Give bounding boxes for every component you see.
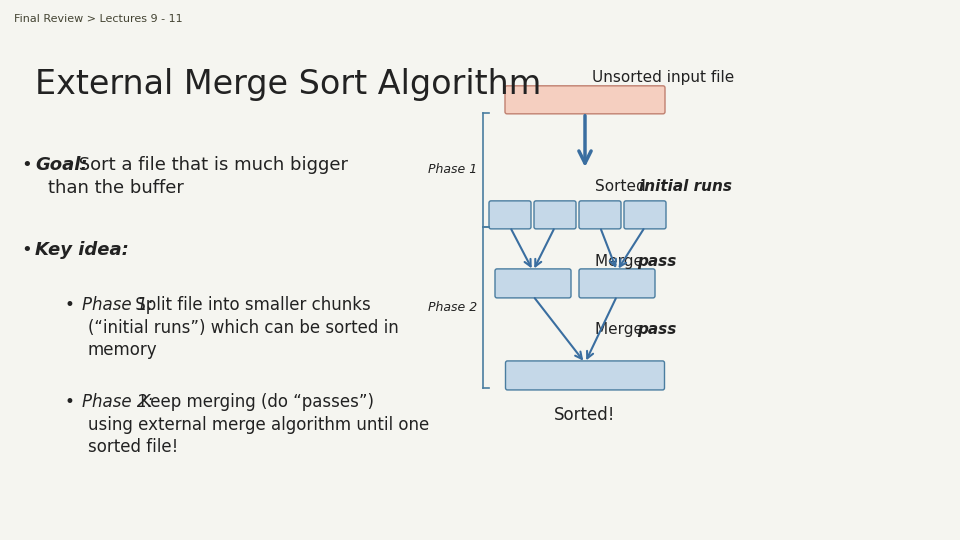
Text: initial runs: initial runs — [639, 179, 732, 194]
Text: •: • — [22, 241, 38, 259]
FancyBboxPatch shape — [624, 201, 666, 229]
Text: pass: pass — [637, 254, 677, 269]
FancyBboxPatch shape — [489, 201, 531, 229]
Text: Phase 1:: Phase 1: — [82, 296, 154, 314]
Text: Sorted!: Sorted! — [554, 406, 615, 424]
Text: Sorted: Sorted — [595, 179, 651, 194]
FancyBboxPatch shape — [579, 201, 621, 229]
Text: pass: pass — [637, 322, 677, 338]
FancyBboxPatch shape — [505, 86, 665, 114]
Text: sorted file!: sorted file! — [88, 438, 179, 456]
Text: memory: memory — [88, 341, 157, 359]
Text: •: • — [22, 156, 38, 174]
Text: than the buffer: than the buffer — [48, 179, 184, 197]
Text: •: • — [65, 296, 80, 314]
Text: Unsorted input file: Unsorted input file — [592, 70, 734, 85]
Text: Merge: Merge — [595, 254, 648, 269]
FancyBboxPatch shape — [534, 201, 576, 229]
Text: Phase 1: Phase 1 — [428, 164, 477, 177]
Text: •: • — [65, 393, 80, 411]
Text: Split file into smaller chunks: Split file into smaller chunks — [130, 296, 371, 314]
Text: Final Review > Lectures 9 - 11: Final Review > Lectures 9 - 11 — [14, 14, 183, 24]
Text: Sort a file that is much bigger: Sort a file that is much bigger — [73, 156, 348, 174]
FancyBboxPatch shape — [495, 269, 571, 298]
Text: Phase 2: Phase 2 — [428, 301, 477, 314]
Text: Merge: Merge — [595, 322, 648, 338]
Text: (“initial runs”) which can be sorted in: (“initial runs”) which can be sorted in — [88, 319, 398, 337]
Text: Key idea:: Key idea: — [35, 241, 129, 259]
Text: Goal:: Goal: — [35, 156, 87, 174]
FancyBboxPatch shape — [506, 361, 664, 390]
Text: Keep merging (do “passes”): Keep merging (do “passes”) — [135, 393, 374, 411]
Text: using external merge algorithm until one: using external merge algorithm until one — [88, 416, 429, 434]
Text: Phase 2:: Phase 2: — [82, 393, 154, 411]
Text: External Merge Sort Algorithm: External Merge Sort Algorithm — [35, 69, 541, 102]
FancyBboxPatch shape — [579, 269, 655, 298]
